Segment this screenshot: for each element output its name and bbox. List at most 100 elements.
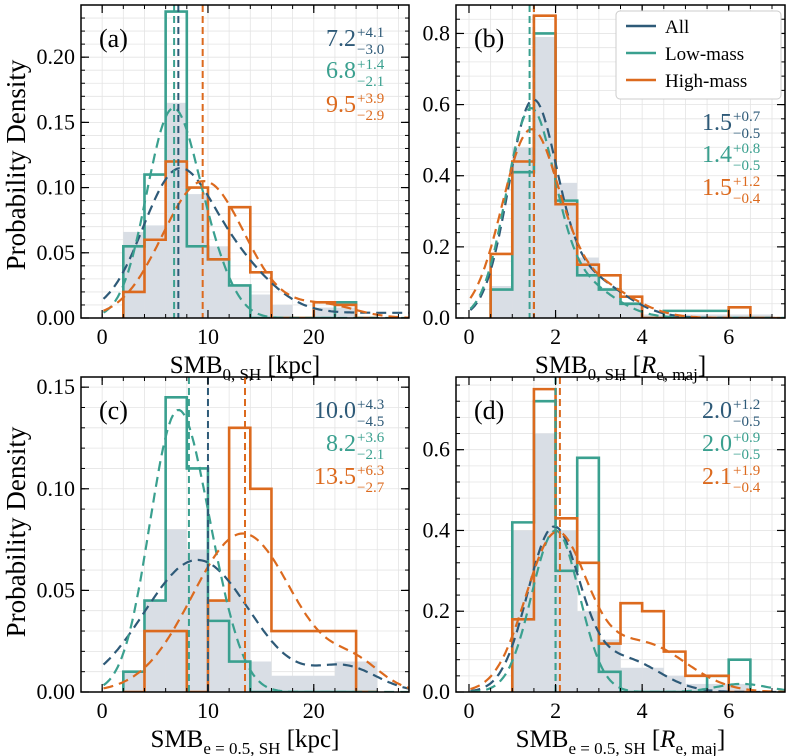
histogram-bar-all — [186, 194, 208, 318]
y-tick-label: 0.8 — [423, 20, 451, 45]
annotation-plus-error: +1.2 — [733, 397, 760, 413]
histogram-bar-all — [533, 37, 556, 318]
panels: 0 10 200.000.050.100.150.20(a)SMB0, SH [kp… — [37, 4, 786, 756]
y-tick-label: 0.4 — [423, 163, 451, 188]
y-tick-label: 0.00 — [37, 305, 76, 330]
kde-curve-low-mass — [102, 408, 409, 692]
histogram-bar-all — [750, 314, 773, 318]
legend: All Low-mass High-mass — [615, 10, 782, 100]
x-tick-label: 20 — [303, 324, 325, 349]
y-tick-label: 0.20 — [37, 44, 76, 69]
annotation-value: 6.8 — [326, 58, 356, 84]
axes-frame — [80, 376, 410, 693]
histogram-bar-all — [250, 661, 272, 692]
y-axis-label-bottom: Probability Density — [1, 426, 31, 637]
plot-area — [470, 377, 785, 692]
x-tick-label: 4 — [637, 698, 648, 723]
annotation-minus-error: −4.5 — [357, 414, 384, 430]
annotation-minus-error: −0.5 — [733, 126, 760, 142]
x-tick-label: 0 — [463, 324, 474, 349]
annotation-value: 1.5 — [702, 110, 732, 136]
annotation-plus-error: +4.1 — [357, 25, 384, 41]
kde-curve-all — [102, 558, 409, 690]
y-tick-label: 0.15 — [37, 374, 76, 399]
kde-curve-all — [102, 167, 409, 314]
histogram-bar-all — [555, 530, 578, 692]
y-tick-label: 0.2 — [423, 234, 451, 259]
y-tick-label: 0.05 — [37, 240, 76, 265]
histogram-bar-all — [707, 683, 729, 692]
histogram-bar-all — [186, 549, 208, 692]
histogram-bar-all — [577, 257, 599, 318]
kde-curve-high-mass — [470, 530, 785, 692]
y-tick-label: 0.0 — [423, 679, 451, 704]
annotation-plus-error: +4.3 — [357, 397, 384, 413]
histogram-step-high-mass — [123, 426, 378, 692]
annotation-minus-error: −0.5 — [733, 158, 760, 174]
annotation-plus-error: +3.6 — [357, 430, 385, 446]
histogram-bar-all — [144, 600, 166, 692]
x-tick-label: 2 — [550, 324, 561, 349]
annotation-value: 9.5 — [326, 92, 356, 118]
annotation-minus-error: −0.4 — [733, 191, 761, 207]
histogram-bar-all — [642, 314, 664, 318]
y-tick-label: 0.05 — [37, 577, 76, 602]
annotation-plus-error: +3.9 — [357, 91, 384, 107]
panel-3: 0 2 4 6 0.0 0.2 0.4 0.6 (d) SMBe = 0.5, SH [Re, m… — [423, 376, 786, 756]
histogram-bar-all — [207, 600, 230, 692]
histogram-bar-all — [165, 529, 187, 692]
kde-curve-all — [470, 525, 785, 692]
panel-label: (b) — [474, 24, 504, 53]
annotation-plus-error: +1.4 — [357, 57, 385, 73]
histogram-bar-all — [728, 314, 751, 318]
annotation-value: 8.2 — [326, 431, 356, 457]
legend-label: All — [665, 17, 689, 38]
y-tick-label: 0.00 — [37, 679, 76, 704]
kde-curve-high-mass — [103, 532, 409, 690]
histogram-bar-all — [533, 433, 556, 692]
y-tick-label: 0.2 — [423, 598, 451, 623]
annotation-value: 13.5 — [314, 464, 356, 490]
histogram-step-high-mass — [510, 387, 751, 692]
histogram-bar-all — [620, 301, 643, 318]
annotation-plus-error: +6.3 — [357, 463, 384, 479]
annotation-minus-error: −3.0 — [357, 42, 384, 58]
x-tick-label: 0 — [463, 698, 474, 723]
y-tick-label: 0.6 — [423, 437, 451, 462]
x-tick-label: 0 — [97, 698, 108, 723]
annotation-minus-error: −2.9 — [357, 108, 384, 124]
annotation-value: 2.0 — [702, 431, 732, 457]
y-tick-label: 0.10 — [37, 476, 76, 501]
kde-curve-high-mass — [103, 179, 409, 318]
kde-curve-low-mass — [102, 106, 409, 318]
panel-label: (d) — [474, 396, 504, 425]
annotation-value: 2.1 — [702, 464, 732, 490]
y-tick-label: 0.0 — [423, 305, 451, 330]
legend-label: High-mass — [665, 71, 747, 92]
x-tick-label: 10 — [197, 324, 219, 349]
x-tick-label: 20 — [303, 698, 325, 723]
y-axis-label-top: Probability Density — [1, 59, 31, 270]
histogram-bar-all — [271, 675, 293, 692]
annotation-plus-error: +1.9 — [733, 463, 760, 479]
x-axis-label: SMBe = 0.5, SH [kpc] — [151, 726, 340, 756]
histogram-bar-all — [490, 285, 513, 318]
legend-label: Low-mass — [665, 44, 744, 65]
x-axis-label: SMB0, SH [kpc] — [170, 352, 321, 384]
panel-2: 0 10 20 0.00 0.05 0.10 0.15 (c) SMBe = 0.5, SH [… — [37, 374, 410, 756]
histogram-bar-all — [207, 246, 230, 318]
histogram-bar-all — [292, 675, 314, 692]
annotation-value: 1.5 — [702, 175, 732, 201]
annotation-value: 2.0 — [702, 398, 732, 424]
histogram-bar-all — [271, 304, 293, 318]
annotation-plus-error: +0.9 — [733, 430, 760, 446]
x-tick-label: 6 — [723, 698, 734, 723]
plot-area — [469, 5, 785, 318]
histogram-bar-all — [663, 675, 686, 692]
annotation-plus-error: +0.7 — [733, 109, 761, 125]
y-tick-label: 0.4 — [423, 517, 451, 542]
annotation-minus-error: −0.5 — [733, 414, 760, 430]
histogram-bar-all — [620, 667, 643, 692]
x-tick-label: 10 — [197, 698, 219, 723]
